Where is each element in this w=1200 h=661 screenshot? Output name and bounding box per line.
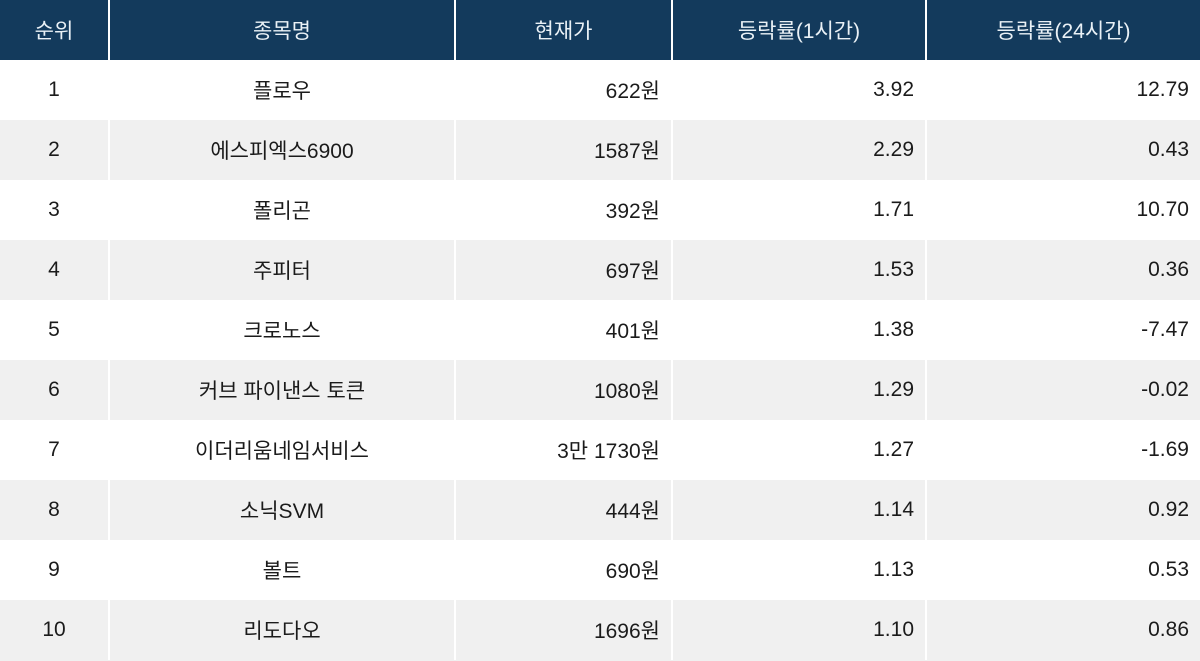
name-cell: 주피터 <box>108 240 454 300</box>
change-24h-cell: 0.53 <box>925 540 1200 600</box>
rank-cell: 4 <box>48 258 60 281</box>
change-1h-cell: 3.92 <box>671 60 925 120</box>
column-header-change-24h: 등락률(24시간) <box>925 0 1200 60</box>
rank-cell: 5 <box>48 318 60 341</box>
change-24h-cell: -0.02 <box>925 360 1200 420</box>
rank-cell: 2 <box>48 138 60 161</box>
table-header-row: 순위 종목명 현재가 등락률(1시간) 등락률(24시간) <box>0 0 1200 60</box>
price-cell: 697원 <box>454 240 671 300</box>
change-1h-cell: 1.29 <box>671 360 925 420</box>
change-1h-cell: 1.10 <box>671 600 925 660</box>
change-24h-cell: 10.70 <box>925 180 1200 240</box>
change-24h-cell: -7.47 <box>925 300 1200 360</box>
price-cell: 690원 <box>454 540 671 600</box>
table-row[interactable]: 5 크로노스 401원 1.38 -7.47 <box>0 300 1200 360</box>
price-cell: 1696원 <box>454 600 671 660</box>
rank-cell: 8 <box>48 498 60 521</box>
column-header-name: 종목명 <box>108 0 454 60</box>
price-cell: 1587원 <box>454 120 671 180</box>
price-cell: 3만 1730원 <box>454 420 671 480</box>
column-header-rank: 순위 <box>34 20 74 43</box>
name-cell: 커브 파이낸스 토큰 <box>108 360 454 420</box>
rank-cell: 9 <box>48 558 60 581</box>
change-24h-cell: 0.43 <box>925 120 1200 180</box>
rank-cell: 3 <box>48 198 60 221</box>
change-1h-cell: 1.38 <box>671 300 925 360</box>
rank-cell: 7 <box>48 438 60 461</box>
price-cell: 444원 <box>454 480 671 540</box>
price-cell: 392원 <box>454 180 671 240</box>
table-row[interactable]: 6 커브 파이낸스 토큰 1080원 1.29 -0.02 <box>0 360 1200 420</box>
change-1h-cell: 1.27 <box>671 420 925 480</box>
change-24h-cell: 0.92 <box>925 480 1200 540</box>
name-cell: 크로노스 <box>108 300 454 360</box>
price-cell: 622원 <box>454 60 671 120</box>
name-cell: 플로우 <box>108 60 454 120</box>
change-1h-cell: 1.13 <box>671 540 925 600</box>
table-row[interactable]: 7 이더리움네임서비스 3만 1730원 1.27 -1.69 <box>0 420 1200 480</box>
name-cell: 폴리곤 <box>108 180 454 240</box>
table-body: 1 플로우 622원 3.92 12.79 2 에스피엑스6900 1587원 … <box>0 60 1200 660</box>
table-row[interactable]: 10 리도다오 1696원 1.10 0.86 <box>0 600 1200 660</box>
change-1h-cell: 1.71 <box>671 180 925 240</box>
change-1h-cell: 1.53 <box>671 240 925 300</box>
table-row[interactable]: 1 플로우 622원 3.92 12.79 <box>0 60 1200 120</box>
change-24h-cell: -1.69 <box>925 420 1200 480</box>
name-cell: 소닉SVM <box>108 480 454 540</box>
name-cell: 에스피엑스6900 <box>108 120 454 180</box>
price-cell: 401원 <box>454 300 671 360</box>
column-header-change-1h: 등락률(1시간) <box>671 0 925 60</box>
change-24h-cell: 0.86 <box>925 600 1200 660</box>
table-row[interactable]: 3 폴리곤 392원 1.71 10.70 <box>0 180 1200 240</box>
rank-cell: 10 <box>42 618 66 641</box>
table-row[interactable]: 2 에스피엑스6900 1587원 2.29 0.43 <box>0 120 1200 180</box>
table-row[interactable]: 9 볼트 690원 1.13 0.53 <box>0 540 1200 600</box>
rank-cell: 1 <box>48 78 60 101</box>
table-row[interactable]: 4 주피터 697원 1.53 0.36 <box>0 240 1200 300</box>
table-row[interactable]: 8 소닉SVM 444원 1.14 0.92 <box>0 480 1200 540</box>
change-1h-cell: 2.29 <box>671 120 925 180</box>
name-cell: 볼트 <box>108 540 454 600</box>
change-1h-cell: 1.14 <box>671 480 925 540</box>
name-cell: 리도다오 <box>108 600 454 660</box>
column-header-price: 현재가 <box>454 0 671 60</box>
name-cell: 이더리움네임서비스 <box>108 420 454 480</box>
price-cell: 1080원 <box>454 360 671 420</box>
rank-cell: 6 <box>48 378 60 401</box>
change-24h-cell: 12.79 <box>925 60 1200 120</box>
change-24h-cell: 0.36 <box>925 240 1200 300</box>
